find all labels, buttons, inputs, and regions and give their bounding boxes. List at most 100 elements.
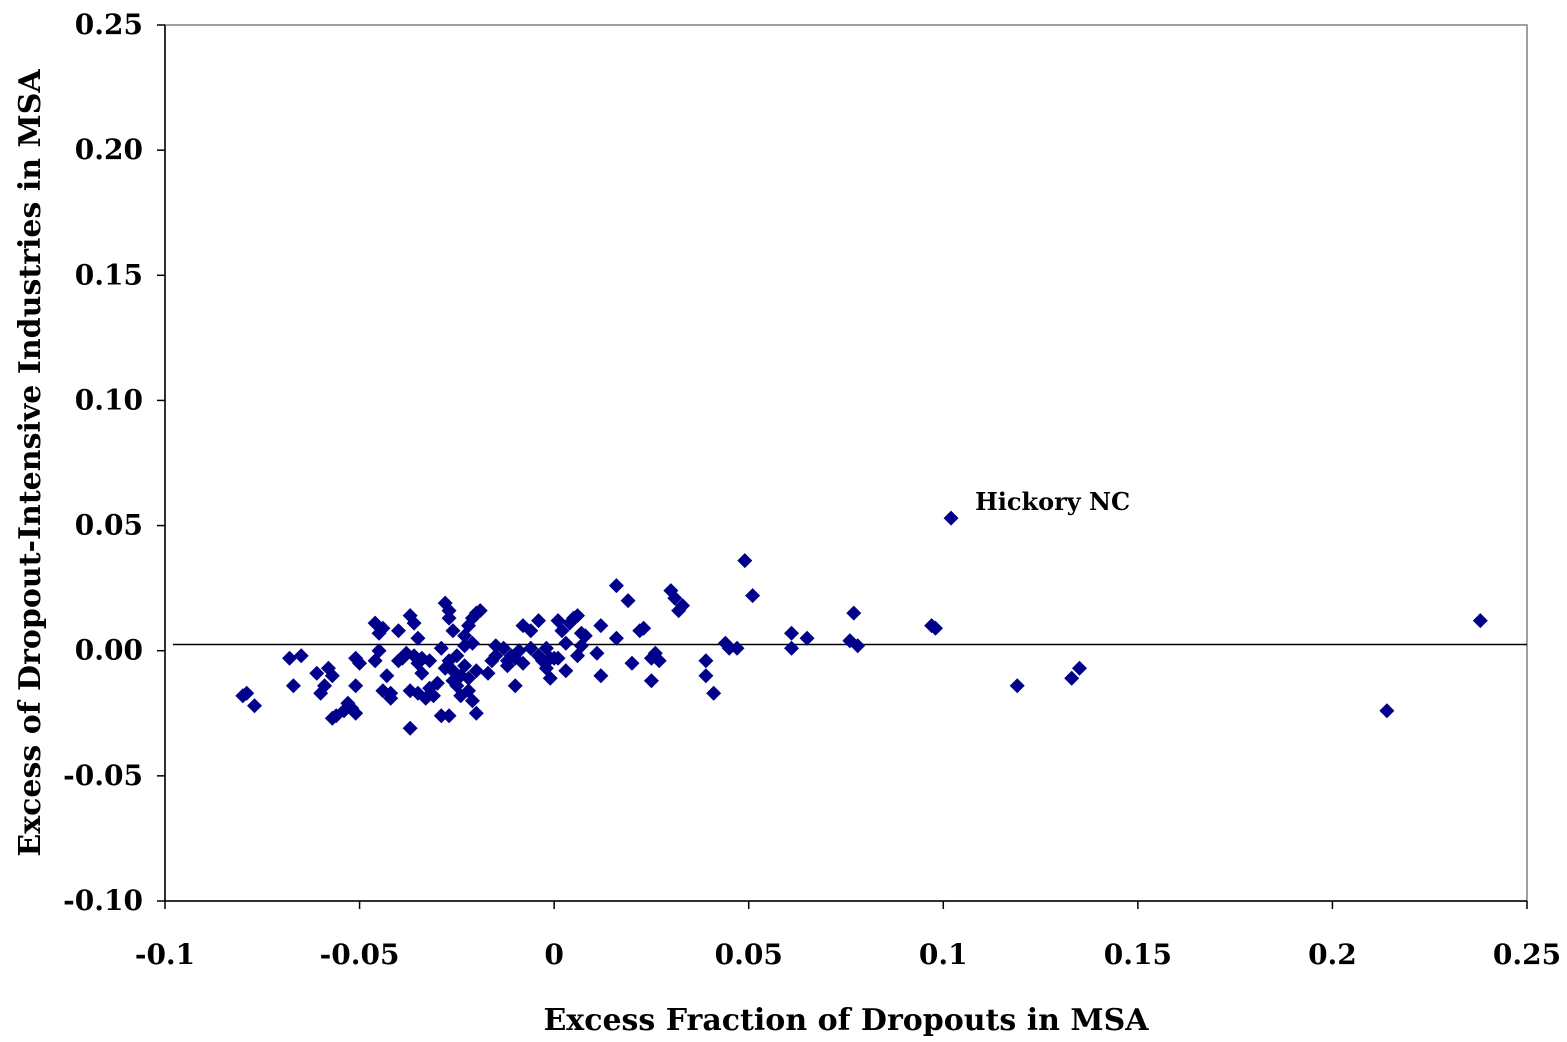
data-point xyxy=(515,655,531,671)
data-point xyxy=(472,603,488,619)
data-point xyxy=(943,510,959,526)
data-point xyxy=(737,553,753,569)
data-point xyxy=(558,635,574,651)
data-point xyxy=(1009,678,1025,694)
data-point xyxy=(433,640,449,656)
data-point xyxy=(480,665,496,681)
data-point xyxy=(698,668,714,684)
y-tick-label: 0.05 xyxy=(75,509,143,542)
data-point xyxy=(675,598,691,614)
data-point xyxy=(499,658,515,674)
data-point xyxy=(577,628,593,644)
data-point xyxy=(523,623,539,639)
data-point xyxy=(1379,703,1395,719)
data-point xyxy=(282,650,298,666)
x-tick-label: 0 xyxy=(544,938,563,971)
data-point xyxy=(846,605,862,621)
data-point xyxy=(383,690,399,706)
data-point xyxy=(468,663,484,679)
data-point xyxy=(375,620,391,636)
data-point xyxy=(636,620,652,636)
x-tick-label: 0.25 xyxy=(1493,938,1561,971)
data-point xyxy=(402,720,418,736)
data-point xyxy=(569,608,585,624)
data-point xyxy=(643,673,659,689)
data-point xyxy=(449,648,465,664)
data-point xyxy=(441,708,457,724)
data-point xyxy=(317,678,333,694)
y-tick-label: 0.20 xyxy=(75,133,143,166)
data-point xyxy=(745,588,761,604)
data-point xyxy=(511,643,527,659)
data-point xyxy=(429,675,445,691)
data-point xyxy=(464,693,480,709)
data-point xyxy=(550,650,566,666)
data-point xyxy=(352,655,368,671)
data-point xyxy=(507,678,523,694)
y-axis-title: Excess of Dropout-Intensive Industries i… xyxy=(13,69,48,857)
y-tick-label: -0.10 xyxy=(63,884,143,917)
data-point xyxy=(624,655,640,671)
data-point xyxy=(496,640,512,656)
data-point xyxy=(390,623,406,639)
data-point xyxy=(247,698,263,714)
data-point xyxy=(706,685,722,701)
data-point xyxy=(464,635,480,651)
y-tick-label: 0.25 xyxy=(75,8,143,41)
data-point xyxy=(348,678,364,694)
data-point xyxy=(799,630,815,646)
data-point xyxy=(324,668,340,684)
data-point xyxy=(651,653,667,669)
x-tick-label: 0.2 xyxy=(1308,938,1357,971)
y-axis-ticks: -0.10 -0.05 0.00 0.05 0.10 0.15 0.20 0.25 xyxy=(63,8,165,917)
data-point xyxy=(445,623,461,639)
x-tick-label: 0.15 xyxy=(1104,938,1172,971)
data-point xyxy=(426,688,442,704)
data-point xyxy=(285,678,301,694)
x-tick-label: 0.1 xyxy=(919,938,968,971)
y-tick-label: 0.15 xyxy=(75,258,143,291)
y-tick-label: 0.00 xyxy=(75,634,143,667)
data-point xyxy=(523,640,539,656)
data-point xyxy=(239,685,255,701)
data-point xyxy=(1071,660,1087,676)
data-point xyxy=(784,640,800,656)
data-points xyxy=(235,510,1488,736)
data-point xyxy=(593,618,609,634)
data-point xyxy=(348,705,364,721)
data-point xyxy=(422,653,438,669)
data-point xyxy=(410,630,426,646)
data-point xyxy=(309,665,325,681)
data-point xyxy=(554,623,570,639)
x-tick-label: 0.05 xyxy=(715,938,783,971)
data-point xyxy=(433,708,449,724)
data-point xyxy=(468,705,484,721)
plot-area xyxy=(164,24,1528,902)
y-tick-label: 0.10 xyxy=(75,383,143,416)
x-axis-title: Excess Fraction of Dropouts in MSA xyxy=(543,1003,1149,1038)
data-point xyxy=(488,648,504,664)
data-point xyxy=(414,665,430,681)
data-point xyxy=(928,620,944,636)
data-point xyxy=(620,593,636,609)
data-point xyxy=(441,610,457,626)
data-point xyxy=(1064,670,1080,686)
data-point xyxy=(293,648,309,664)
data-point xyxy=(729,640,745,656)
data-point xyxy=(531,613,547,629)
hickory-annotation: Hickory NC xyxy=(975,487,1130,516)
data-point xyxy=(406,615,422,631)
data-point xyxy=(542,670,558,686)
data-point xyxy=(721,640,737,656)
data-point xyxy=(698,653,714,669)
data-point xyxy=(589,645,605,661)
data-point xyxy=(379,668,395,684)
data-point xyxy=(441,603,457,619)
data-point xyxy=(850,638,866,654)
data-point xyxy=(593,668,609,684)
data-point xyxy=(608,578,624,594)
x-tick-label: -0.1 xyxy=(135,938,195,971)
y-tick-label: -0.05 xyxy=(63,759,143,792)
data-point xyxy=(1472,613,1488,629)
